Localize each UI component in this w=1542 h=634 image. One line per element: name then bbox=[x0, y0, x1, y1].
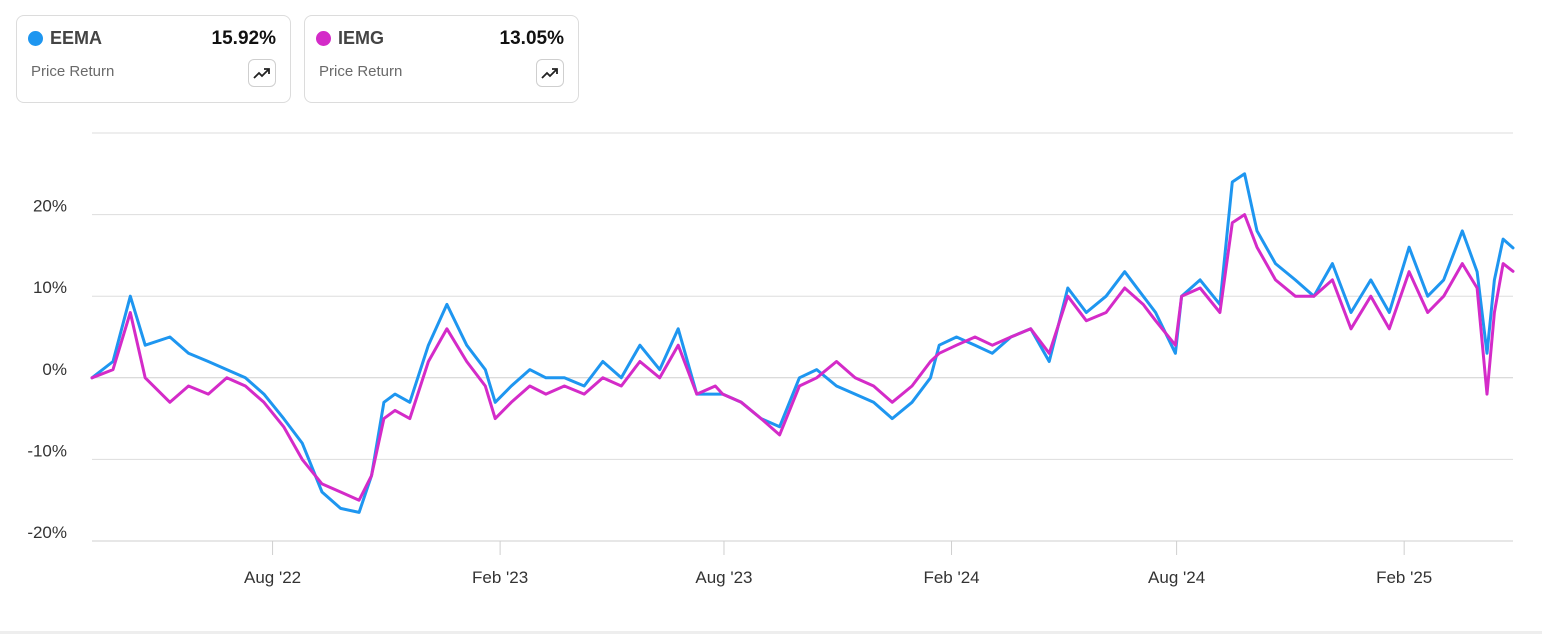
y-tick-label: 0% bbox=[42, 360, 67, 379]
eema-color-dot bbox=[28, 31, 43, 46]
y-tick-label: -10% bbox=[27, 441, 67, 460]
x-tick-label: Feb '25 bbox=[1376, 568, 1432, 587]
legend-value: 15.92% bbox=[211, 28, 276, 49]
x-tick-label: Feb '24 bbox=[923, 568, 979, 587]
iemg-color-dot bbox=[316, 31, 331, 46]
bottom-divider bbox=[0, 631, 1542, 634]
legend-subtitle: Price Return bbox=[319, 63, 403, 80]
legend-ticker: IEMG bbox=[338, 28, 385, 48]
x-tick-label: Aug '23 bbox=[695, 568, 752, 587]
legend-subtitle: Price Return bbox=[31, 63, 115, 80]
y-tick-label: 20% bbox=[33, 197, 67, 216]
trend-up-icon[interactable] bbox=[248, 59, 276, 87]
legend-card-eema[interactable]: EEMA 15.92% Price Return bbox=[16, 15, 291, 103]
x-tick-label: Aug '22 bbox=[244, 568, 301, 587]
y-tick-label: -20% bbox=[27, 523, 67, 542]
x-tick-label: Feb '23 bbox=[472, 568, 528, 587]
trend-up-icon[interactable] bbox=[536, 59, 564, 87]
series-line-iemg bbox=[90, 213, 1515, 502]
legend-value: 13.05% bbox=[499, 28, 564, 49]
x-tick-label: Aug '24 bbox=[1148, 568, 1205, 587]
legend-ticker: EEMA bbox=[50, 28, 103, 48]
y-tick-label: 10% bbox=[33, 278, 67, 297]
legend-card-iemg[interactable]: IEMG 13.05% Price Return bbox=[304, 15, 579, 103]
series-line-eema bbox=[90, 172, 1515, 514]
